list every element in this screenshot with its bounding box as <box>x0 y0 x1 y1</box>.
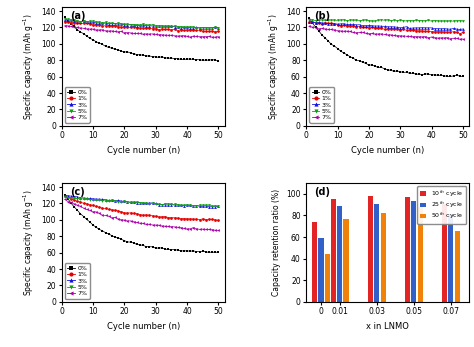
Text: (d): (d) <box>314 187 330 196</box>
Y-axis label: Specific capacity (mAh g$^{-1}$): Specific capacity (mAh g$^{-1}$) <box>266 13 281 120</box>
Text: (c): (c) <box>70 187 84 196</box>
X-axis label: x in LNMO: x in LNMO <box>366 322 409 331</box>
Y-axis label: Specific capacity (mAh g$^{-1}$): Specific capacity (mAh g$^{-1}$) <box>22 189 36 296</box>
X-axis label: Cycle number (n): Cycle number (n) <box>351 146 424 155</box>
Bar <box>367 196 373 302</box>
Bar <box>418 207 423 302</box>
Bar <box>405 197 410 302</box>
Bar <box>325 254 330 302</box>
Legend: 0%, 1%, 3%, 5%, 7%: 0%, 1%, 3%, 5%, 7% <box>65 87 90 123</box>
Bar <box>312 222 317 302</box>
Bar <box>381 213 386 302</box>
Legend: 10$^{th}$ cycle, 25$^{th}$ cycle, 50$^{th}$ cycle: 10$^{th}$ cycle, 25$^{th}$ cycle, 50$^{t… <box>418 186 466 224</box>
Bar <box>330 199 336 302</box>
Bar <box>411 201 416 302</box>
X-axis label: Cycle number (n): Cycle number (n) <box>107 322 180 331</box>
Y-axis label: Specific capacity (mAh g$^{-1}$): Specific capacity (mAh g$^{-1}$) <box>22 13 36 120</box>
Text: (b): (b) <box>314 10 330 20</box>
Bar <box>448 214 453 302</box>
Bar <box>319 238 324 302</box>
Bar <box>344 219 348 302</box>
Legend: 0%, 1%, 3%, 5%, 7%: 0%, 1%, 3%, 5%, 7% <box>65 263 90 299</box>
Bar <box>455 230 460 302</box>
Y-axis label: Capacity retention ratio (%): Capacity retention ratio (%) <box>272 189 281 296</box>
Legend: 0%, 1%, 3%, 5%, 7%: 0%, 1%, 3%, 5%, 7% <box>310 87 334 123</box>
Bar <box>442 203 447 302</box>
Bar <box>337 206 342 302</box>
Text: (a): (a) <box>70 10 85 20</box>
X-axis label: Cycle number (n): Cycle number (n) <box>107 146 180 155</box>
Bar <box>374 203 379 302</box>
